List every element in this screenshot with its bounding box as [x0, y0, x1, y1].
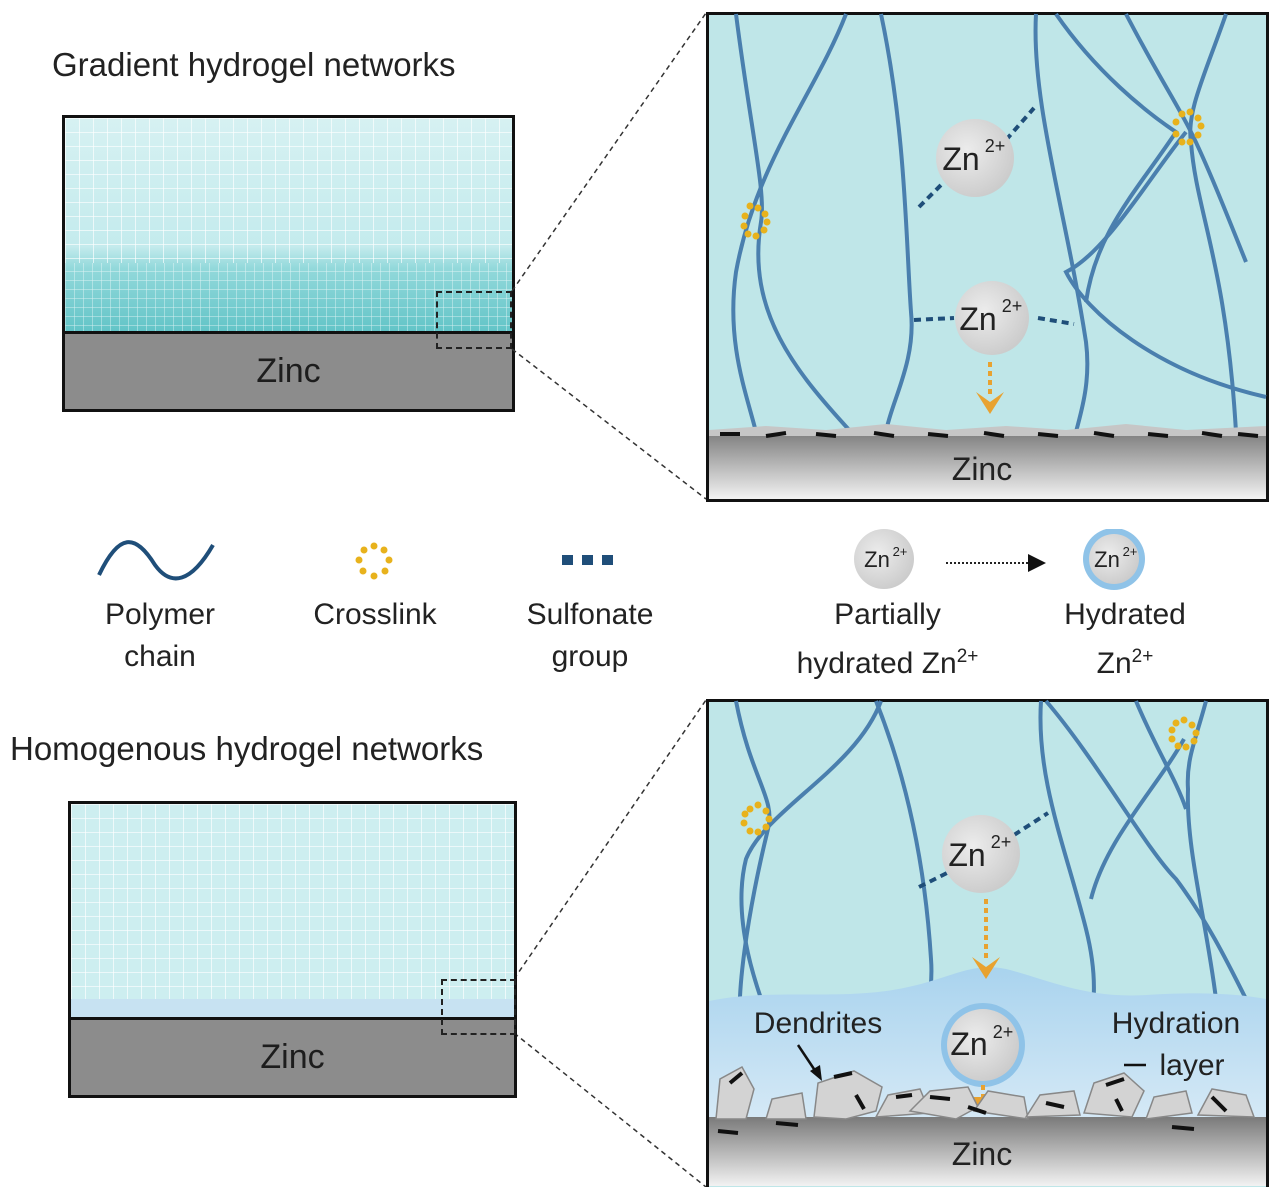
sulfonate-links-top [913, 106, 1075, 326]
svg-text:Zn: Zn [959, 301, 996, 337]
legend-sulfonate-label: Sulfonate group [510, 594, 670, 678]
legend-hydrated-text: Zn [1096, 647, 1132, 680]
legend-arrow [946, 554, 1046, 572]
connector-bottom-lower [513, 1032, 707, 1187]
legend-sulfonate-line2: group [551, 640, 629, 673]
homogenous-zoom-panel: Zn 2+ Zn 2+ Dendrites [706, 699, 1269, 1187]
zinc-surface-top [709, 430, 1266, 499]
polymer-chains-top [731, 12, 1267, 434]
homogenous-hydrogel-box [68, 801, 517, 1021]
dendrites-pointer [796, 1044, 822, 1081]
zoom-zinc-label-bottom: Zinc [952, 1136, 1012, 1172]
partial-ion-top-1: Zn 2+ [936, 119, 1014, 197]
homogenous-zinc-label: Zinc [260, 1038, 325, 1076]
crosslinks-top [740, 108, 1205, 240]
homogenous-zoom-marker [441, 979, 516, 1035]
homogenous-grid [71, 804, 514, 1018]
gradient-zoom-panel: Zn 2+ Zn 2+ Zinc [706, 12, 1269, 502]
hydration-label-line1: Hydration [1112, 1007, 1240, 1040]
svg-text:2+: 2+ [1002, 296, 1023, 316]
connector-top-lower [511, 348, 707, 500]
gradient-zinc-label: Zinc [256, 352, 321, 390]
hydrated-ion-bottom: Zn 2+ [941, 1003, 1025, 1087]
homogenous-title: Homogenous hydrogel networks [10, 730, 484, 767]
svg-text:2+: 2+ [893, 544, 908, 559]
partial-ion-bottom: Zn 2+ [942, 815, 1020, 893]
legend-partial-text: hydrated Zn [796, 647, 957, 680]
dendrite-sulfonate-dashes [717, 1071, 1228, 1135]
svg-text:Zn: Zn [864, 547, 890, 572]
crosslinks-bottom [740, 716, 1200, 836]
legend-polymer-line2: chain [124, 640, 196, 673]
zoom-zinc-label-top: Zinc [952, 451, 1012, 487]
connector-top-upper [511, 12, 707, 292]
svg-text:2+: 2+ [1123, 544, 1138, 559]
legend-hydrated-ion: Zn 2+ [1083, 529, 1145, 590]
deposition-arrow-top [976, 362, 1004, 414]
legend-partial-line1: Partially [834, 598, 941, 631]
crosslink-icon [355, 542, 393, 580]
legend-partial-line2: hydrated Zn2+ [765, 636, 1010, 685]
deposition-arrow-bottom-upper [972, 899, 1000, 979]
polymer-chains-bottom [734, 699, 1248, 1045]
legend-partial-label: Partially hydrated Zn2+ [765, 594, 1010, 685]
sulfonate-icon [562, 555, 613, 565]
legend-partial-sup: 2+ [956, 646, 979, 667]
sulfonate-links-bottom [918, 811, 1050, 889]
svg-text:Zn: Zn [950, 1026, 987, 1062]
connector-bottom-upper [513, 699, 707, 980]
uniform-sulfonate-dashes [720, 431, 1259, 438]
gradient-zoom-marker [436, 291, 512, 349]
hydration-transition-icon: Zn 2+ Zn 2+ [854, 529, 1145, 590]
hydration-label-line2: layer [1159, 1049, 1224, 1082]
legend-partial-ion: Zn 2+ [854, 529, 914, 589]
legend-hydrated-label: Hydrated Zn2+ [1040, 594, 1210, 685]
legend-hydrated-line1: Hydrated [1064, 598, 1186, 631]
legend-hydrated-sup: 2+ [1131, 646, 1154, 667]
svg-text:2+: 2+ [985, 136, 1006, 156]
partial-ion-top-2: Zn 2+ [955, 281, 1029, 355]
polymer-chain-icon [97, 540, 215, 581]
legend-crosslink-label: Crosslink [313, 598, 437, 631]
svg-text:Zn: Zn [1094, 547, 1120, 572]
svg-text:Zn: Zn [942, 141, 979, 177]
svg-text:Zn: Zn [948, 837, 985, 873]
svg-text:2+: 2+ [993, 1022, 1014, 1042]
dendrite-crystals [715, 1065, 1256, 1120]
legend-polymer-line1: Polymer [104, 598, 216, 631]
legend-sulfonate-line1: Sulfonate [526, 598, 654, 631]
legend-polymer-label: Polymer chain [90, 594, 230, 678]
uniform-deposit-layer [709, 424, 1266, 436]
dendrites-label: Dendrites [754, 1007, 882, 1040]
svg-text:2+: 2+ [991, 832, 1012, 852]
legend-hydrated-line2: Zn2+ [1040, 636, 1210, 685]
gradient-title: Gradient hydrogel networks [52, 46, 456, 83]
